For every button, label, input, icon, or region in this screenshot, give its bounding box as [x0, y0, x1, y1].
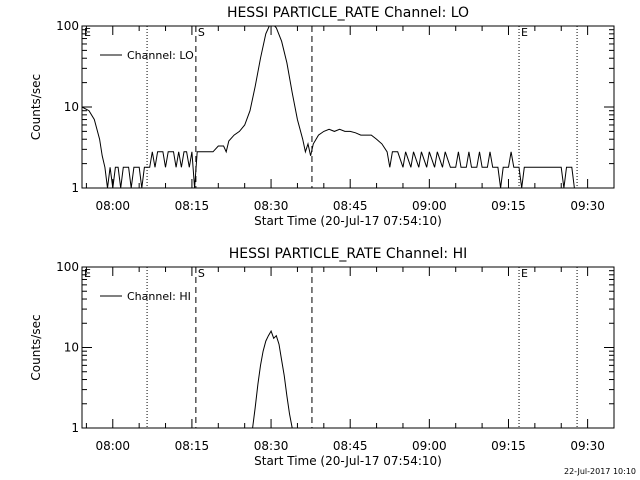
footer-timestamp: 22-Jul-2017 10:10 [564, 467, 636, 476]
x-tick-label: 08:15 [175, 439, 210, 453]
chart-title: HESSI PARTICLE_RATE Channel: LO [227, 5, 469, 21]
y-axis-label: Counts/sec [29, 314, 43, 380]
x-tick-label: 09:15 [491, 199, 526, 213]
series-line [82, 26, 575, 188]
x-tick-label: 09:00 [412, 199, 447, 213]
x-tick-label: 08:45 [333, 199, 368, 213]
y-tick-label: 10 [64, 341, 79, 355]
y-tick-label: 1 [71, 421, 79, 435]
legend-label: Channel: LO [127, 49, 194, 62]
event-marker-label: S [198, 26, 205, 39]
y-tick-label: 1 [71, 181, 79, 195]
chart-panel: HESSI PARTICLE_RATE Channel: LO Start Tim… [29, 5, 615, 228]
event-marker-label: E [84, 26, 91, 39]
x-tick-label: 09:30 [570, 439, 605, 453]
x-tick-label: 08:30 [254, 439, 289, 453]
event-marker-label: S [198, 267, 205, 280]
y-tick-label: 100 [56, 260, 79, 274]
event-marker-label: E [521, 267, 528, 280]
x-tick-label: 08:00 [95, 199, 130, 213]
x-axis-label: Start Time (20-Jul-17 07:54:10) [254, 454, 442, 468]
x-tick-label: 08:15 [175, 199, 210, 213]
x-tick-label: 08:45 [333, 439, 368, 453]
legend-label: Channel: HI [127, 290, 191, 303]
x-axis-label: Start Time (20-Jul-17 07:54:10) [254, 214, 442, 228]
y-tick-label: 10 [64, 100, 79, 114]
x-tick-label: 09:00 [412, 439, 447, 453]
event-marker-label: E [521, 26, 528, 39]
event-marker-label: E [84, 267, 91, 280]
chart-title: HESSI PARTICLE_RATE Channel: HI [229, 246, 467, 262]
x-tick-label: 08:00 [95, 439, 130, 453]
y-axis-label: Counts/sec [29, 74, 43, 140]
series-line [252, 329, 293, 428]
y-tick-label: 100 [56, 19, 79, 33]
x-tick-label: 09:15 [491, 439, 526, 453]
x-tick-label: 08:30 [254, 199, 289, 213]
x-tick-label: 09:30 [570, 199, 605, 213]
chart-panel: HESSI PARTICLE_RATE Channel: HI Start Tim… [29, 246, 615, 468]
